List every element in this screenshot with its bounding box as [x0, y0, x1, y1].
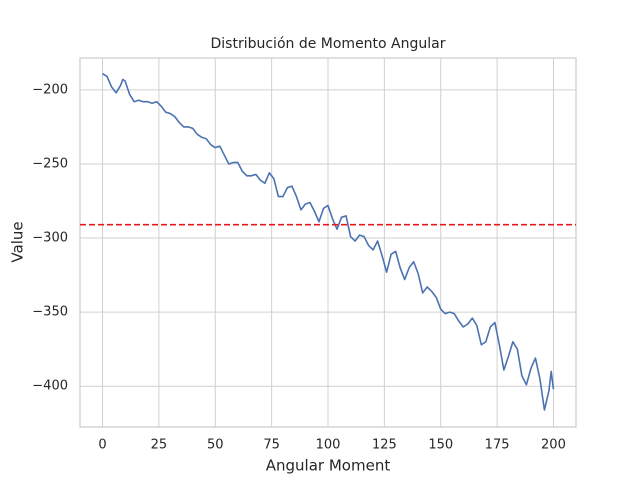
y-axis-label: Value — [9, 221, 27, 262]
x-tick-label: 100 — [316, 438, 341, 453]
y-tick-label: −400 — [32, 379, 68, 394]
y-tick-label: −350 — [32, 305, 68, 320]
y-tick-label: −250 — [32, 156, 68, 171]
x-tick-label: 0 — [98, 438, 106, 453]
x-axis-label: Angular Moment — [266, 457, 391, 475]
line — [102, 72, 555, 411]
x-tick-label: 75 — [263, 438, 280, 453]
x-tick-label: 175 — [485, 438, 510, 453]
plot-frame — [79, 57, 577, 428]
x-tick-label: 150 — [428, 438, 453, 453]
y-tick-label: −200 — [32, 82, 68, 97]
x-tick-label: 25 — [151, 438, 168, 453]
x-tick-label: 200 — [541, 438, 566, 453]
x-tick-label: 125 — [372, 438, 397, 453]
chart-title: Distribución de Momento Angular — [211, 36, 446, 52]
x-tick-label: 50 — [207, 438, 224, 453]
y-tick-label: −300 — [32, 231, 68, 246]
